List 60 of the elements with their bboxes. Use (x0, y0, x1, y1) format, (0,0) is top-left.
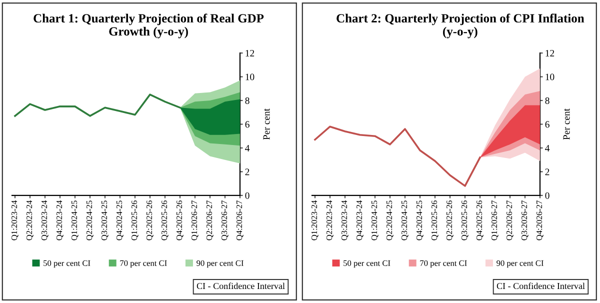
y-tick-label: 0 (245, 192, 250, 199)
y-tick-label: 10 (546, 74, 554, 80)
text: CI - Confidence Interval (496, 282, 585, 290)
y-tick-label: 8 (245, 97, 250, 104)
x-tick-label: Q1:2025-26 (131, 200, 138, 240)
x-tick-label: Q3:2024-25 (101, 200, 108, 240)
line-series (314, 126, 481, 187)
x-tick-label: Q1:2023-24 (311, 200, 318, 240)
x-tick-label: Q1:2026-27 (191, 200, 198, 240)
x-tick-label: Q4:2023-24 (356, 200, 364, 240)
y-tick-label: 0 (545, 192, 550, 199)
x-tick-label: Q3:2026-27 (221, 200, 228, 240)
y-tick-label: 10 (246, 74, 254, 80)
y-tick-label: 4 (245, 144, 250, 152)
x-tick-label: Q4:2025-26 (176, 200, 184, 240)
x-tick-label: Q3:2023-24 (41, 200, 48, 240)
x-tick-label: Q1:2026-27 (491, 200, 498, 240)
x-tick-label: Q2:2025-26 (146, 200, 154, 240)
x-tick-label: Q3:2024-25 (401, 200, 408, 240)
y-tick-label: 12 (546, 50, 554, 56)
y-tick-label: 4 (545, 144, 550, 152)
x-tick-label: Q2:2026-27 (506, 200, 514, 240)
chart-title: Chart 1: Quarterly Projection of Real GDP Growth (y-o-y) (34, 14, 264, 38)
legend-label: 90 per cent CI (196, 260, 244, 268)
legend-label: 70 per cent CI (420, 260, 467, 268)
y-tick-label: 2 (545, 168, 550, 176)
x-tick-label: Q3:2026-27 (521, 200, 528, 240)
x-tick-label: Q3:2025-26 (161, 200, 168, 240)
chart-title: Chart 2: Quarterly Projection of CPI Inflation (y-o-y) (336, 14, 584, 38)
legend-label: 70 per cent CI (120, 260, 167, 268)
x-tick-label: Q2:2023-24 (26, 200, 34, 240)
x-tick-label: Q4:2026-27 (236, 200, 244, 240)
line-series (14, 94, 181, 117)
x-tick-label: Q4:2025-26 (476, 200, 484, 240)
y-tick-label: 12 (246, 50, 254, 56)
x-tick-label: Q1:2025-26 (431, 200, 438, 240)
x-tick-label: Q2:2025-26 (446, 200, 454, 240)
legend-label: 50 per cent CI (44, 260, 90, 268)
y-tick-label: 8 (545, 97, 550, 104)
y-tick-label: 6 (245, 121, 250, 128)
x-tick-label: Q4:2023-24 (56, 200, 64, 240)
y-axis-title: Per cent (563, 108, 570, 140)
x-tick-label: Q4:2026-27 (536, 200, 544, 240)
x-tick-label: Q2:2026-27 (206, 200, 214, 240)
legend-label: 50 per cent CI (344, 260, 390, 268)
x-tick-label: Q1:2024-25 (71, 200, 78, 240)
legend-label: 90 per cent CI (496, 260, 544, 268)
x-tick-label: Q2:2023-24 (326, 200, 334, 240)
x-tick-label: Q2:2024-25 (86, 200, 94, 240)
x-tick-label: Q3:2025-26 (461, 200, 468, 240)
y-tick-label: 6 (545, 121, 550, 128)
x-tick-label: Q2:2024-25 (386, 200, 394, 240)
x-tick-label: Q3:2023-24 (341, 200, 348, 240)
text: CI - Confidence Interval (196, 282, 285, 290)
x-tick-label: Q4:2024-25 (416, 200, 424, 240)
x-tick-label: Q1:2023-24 (11, 200, 18, 240)
y-tick-label: 2 (245, 168, 250, 176)
x-tick-label: Q1:2024-25 (371, 200, 378, 240)
x-tick-label: Q4:2024-25 (116, 200, 124, 240)
y-axis-title: Per cent (263, 108, 270, 140)
